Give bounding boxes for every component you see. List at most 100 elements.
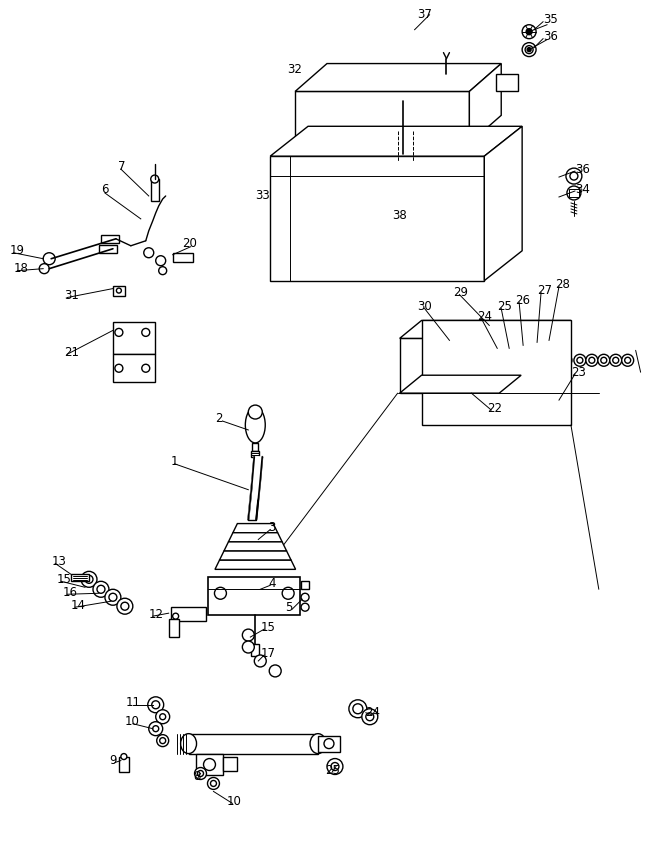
Circle shape — [282, 588, 294, 600]
Text: 16: 16 — [63, 586, 78, 599]
Bar — [188, 734, 318, 754]
Circle shape — [362, 709, 378, 725]
Circle shape — [148, 697, 164, 713]
Text: 21: 21 — [64, 346, 79, 359]
Text: 38: 38 — [392, 209, 406, 222]
Circle shape — [526, 29, 532, 35]
Text: 24: 24 — [477, 310, 492, 323]
Text: 14: 14 — [71, 599, 86, 611]
Bar — [113, 354, 155, 382]
Circle shape — [243, 629, 254, 641]
Text: 22: 22 — [487, 402, 502, 415]
Circle shape — [430, 361, 448, 379]
Circle shape — [153, 726, 159, 732]
Text: 11: 11 — [126, 696, 141, 709]
Circle shape — [248, 405, 263, 419]
Circle shape — [121, 602, 129, 611]
Circle shape — [152, 700, 160, 709]
Text: 15: 15 — [261, 621, 275, 633]
Circle shape — [254, 655, 266, 667]
Circle shape — [204, 759, 215, 771]
Text: 27: 27 — [537, 284, 552, 297]
Text: 3: 3 — [268, 521, 275, 534]
Text: 20: 20 — [183, 237, 197, 250]
Circle shape — [195, 767, 206, 779]
Polygon shape — [295, 92, 470, 143]
Polygon shape — [295, 64, 501, 92]
Bar — [168, 619, 179, 637]
Polygon shape — [270, 126, 522, 156]
Text: 9: 9 — [109, 754, 117, 767]
Text: 24: 24 — [365, 706, 380, 719]
Ellipse shape — [393, 69, 437, 92]
Circle shape — [557, 407, 569, 419]
Polygon shape — [248, 457, 263, 520]
Circle shape — [353, 704, 363, 714]
Circle shape — [39, 264, 49, 274]
Circle shape — [173, 613, 179, 619]
Polygon shape — [219, 551, 291, 561]
Text: 35: 35 — [543, 14, 558, 26]
Bar — [290, 179, 444, 259]
Polygon shape — [224, 542, 286, 551]
Circle shape — [324, 739, 334, 749]
Polygon shape — [215, 561, 295, 569]
Text: 26: 26 — [515, 294, 530, 307]
Text: 34: 34 — [575, 182, 590, 196]
Ellipse shape — [338, 68, 393, 98]
Text: 36: 36 — [543, 31, 558, 43]
Text: 18: 18 — [14, 262, 28, 275]
Text: 30: 30 — [417, 300, 432, 313]
Text: 12: 12 — [149, 608, 164, 621]
Circle shape — [613, 357, 619, 363]
Circle shape — [155, 256, 166, 265]
Circle shape — [441, 248, 448, 254]
Text: 15: 15 — [57, 573, 72, 586]
Text: 25: 25 — [497, 300, 512, 313]
Text: 29: 29 — [453, 286, 468, 299]
Circle shape — [301, 603, 309, 611]
Text: 23: 23 — [571, 365, 586, 379]
Circle shape — [208, 778, 219, 789]
Circle shape — [522, 42, 536, 57]
Circle shape — [622, 354, 633, 366]
Circle shape — [560, 354, 572, 366]
Text: 28: 28 — [555, 278, 570, 291]
Text: 19: 19 — [10, 244, 25, 257]
Ellipse shape — [181, 734, 197, 754]
Circle shape — [115, 328, 123, 337]
Circle shape — [525, 46, 533, 53]
Circle shape — [157, 734, 168, 746]
Circle shape — [598, 354, 610, 366]
Text: 37: 37 — [417, 8, 432, 21]
Bar — [151, 179, 159, 201]
Circle shape — [563, 357, 569, 363]
Circle shape — [243, 641, 254, 653]
Circle shape — [522, 25, 536, 39]
Circle shape — [527, 47, 531, 52]
Circle shape — [97, 585, 105, 594]
Text: 6: 6 — [101, 182, 108, 196]
Bar — [171, 607, 206, 621]
Text: 32: 32 — [287, 63, 302, 76]
Circle shape — [589, 357, 595, 363]
Circle shape — [586, 354, 598, 366]
Circle shape — [327, 759, 343, 774]
Circle shape — [121, 754, 127, 760]
Bar — [113, 286, 125, 296]
Circle shape — [574, 354, 586, 366]
Polygon shape — [422, 321, 571, 425]
Circle shape — [149, 722, 163, 736]
Bar — [71, 574, 89, 582]
Polygon shape — [470, 64, 501, 143]
Text: 10: 10 — [125, 715, 140, 728]
Bar — [350, 236, 384, 265]
Circle shape — [159, 266, 166, 275]
Circle shape — [366, 713, 374, 721]
Circle shape — [115, 365, 123, 372]
Circle shape — [144, 248, 154, 258]
Circle shape — [570, 172, 578, 180]
Bar — [119, 756, 129, 773]
Circle shape — [109, 594, 117, 601]
Text: 10: 10 — [226, 795, 241, 808]
